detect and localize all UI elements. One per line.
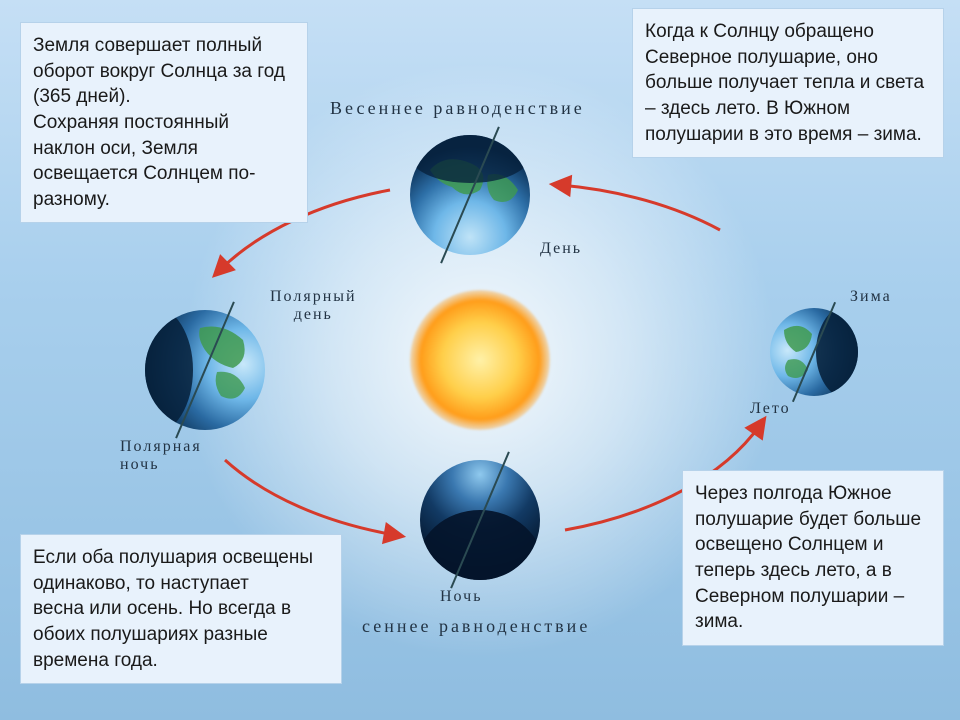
earth-left	[145, 310, 265, 430]
earth-bottom-autumn	[420, 460, 540, 580]
label-night: Ночь	[440, 588, 482, 606]
sun	[410, 290, 550, 430]
textbox-top-right: Когда к Солнцу обращено Северное полушар…	[632, 8, 944, 158]
label-summer: Лето	[750, 400, 791, 418]
label-polar-night: Полярная ночь	[120, 438, 202, 474]
label-winter: Зима	[850, 288, 892, 306]
textbox-bottom-left: Если оба полушария освещены одинаково, т…	[20, 534, 342, 684]
label-autumn-equinox: сеннее равноденствие	[362, 616, 590, 637]
earth-right	[770, 308, 858, 396]
label-polar-day: Полярный день	[270, 288, 357, 324]
earth-top-spring	[410, 135, 530, 255]
textbox-top-left: Земля совершает полный оборот вокруг Сол…	[20, 22, 308, 223]
textbox-bottom-right: Через полгода Южное полушарие будет боль…	[682, 470, 944, 646]
label-spring-equinox: Весеннее равноденствие	[330, 98, 585, 119]
label-day: День	[540, 240, 582, 258]
